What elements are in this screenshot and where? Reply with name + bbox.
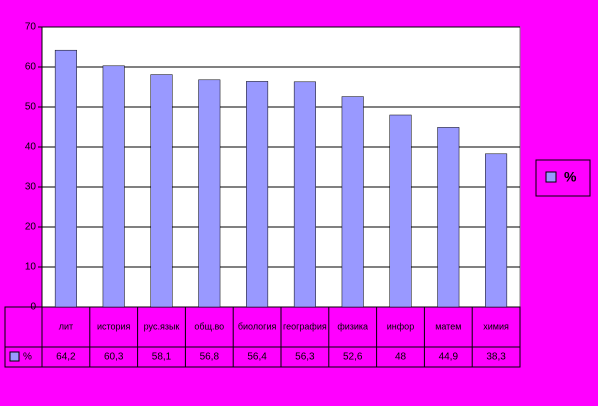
table-value: 48 bbox=[395, 352, 407, 363]
bar bbox=[246, 81, 269, 308]
bar bbox=[485, 153, 508, 308]
y-tick-label: 70 bbox=[25, 22, 37, 33]
x-tick-label: биология bbox=[238, 321, 277, 331]
bar bbox=[293, 81, 316, 308]
table-value: 56,4 bbox=[247, 352, 267, 363]
table-value: 60,3 bbox=[104, 352, 124, 363]
table-value: 58,1 bbox=[152, 352, 172, 363]
bar bbox=[198, 79, 221, 308]
x-tick-label: общ.во bbox=[194, 321, 224, 331]
table-value: 56,8 bbox=[200, 352, 220, 363]
legend-label: % bbox=[564, 169, 577, 185]
x-tick-label: рус.язык bbox=[144, 321, 180, 331]
bar bbox=[150, 74, 173, 308]
x-tick-label: физика bbox=[337, 321, 368, 331]
table-series-name: % bbox=[23, 352, 32, 363]
x-tick-label: химия bbox=[483, 321, 509, 331]
bar bbox=[437, 127, 460, 308]
table-value: 44,9 bbox=[439, 352, 459, 363]
table-value: 38,3 bbox=[486, 352, 506, 363]
bar bbox=[102, 65, 125, 308]
legend-key bbox=[545, 171, 557, 183]
x-tick-label: история bbox=[97, 321, 131, 331]
table-value: 56,3 bbox=[295, 352, 315, 363]
y-tick-label: 50 bbox=[25, 102, 37, 113]
y-tick-label: 20 bbox=[25, 222, 37, 233]
legend-box bbox=[535, 159, 591, 197]
bar bbox=[341, 96, 364, 308]
x-tick-label: география bbox=[283, 321, 327, 331]
table-legend-key bbox=[9, 351, 20, 362]
bar bbox=[389, 114, 412, 308]
y-tick-label: 10 bbox=[25, 262, 37, 273]
table-value: 52,6 bbox=[343, 352, 363, 363]
x-tick-label: лит bbox=[59, 321, 73, 331]
table-value: 64,2 bbox=[56, 352, 76, 363]
y-tick-label: 30 bbox=[25, 182, 37, 193]
y-tick-label: 40 bbox=[25, 142, 37, 153]
x-tick-label: инфор bbox=[387, 321, 414, 331]
x-tick-label: матем bbox=[435, 321, 461, 331]
bar bbox=[54, 49, 77, 308]
y-tick-label: 60 bbox=[25, 62, 37, 73]
